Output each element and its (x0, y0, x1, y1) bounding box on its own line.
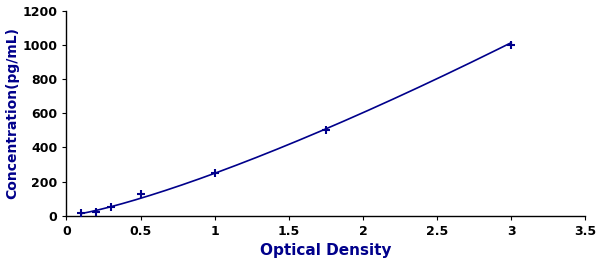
Y-axis label: Concentration(pg/mL): Concentration(pg/mL) (5, 27, 19, 199)
X-axis label: Optical Density: Optical Density (260, 243, 392, 258)
